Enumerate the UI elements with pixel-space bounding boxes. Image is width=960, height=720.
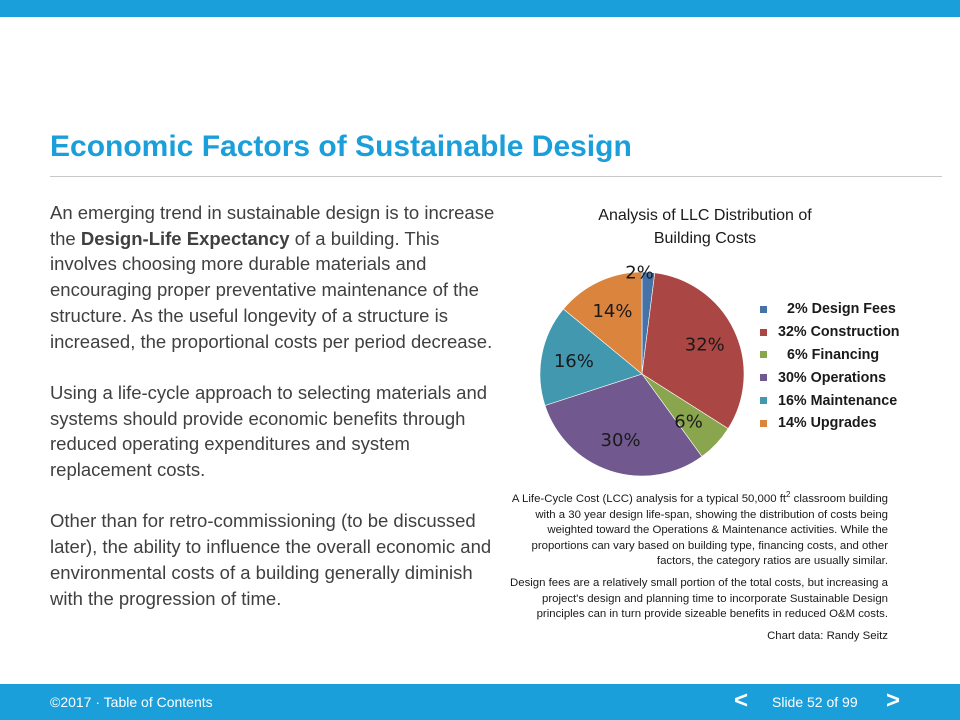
pie-slice-maintenance xyxy=(539,308,643,406)
legend-swatch xyxy=(760,351,767,359)
top-accent-bar xyxy=(0,0,960,17)
legend-item-maintenance: 16% Maintenance xyxy=(760,389,900,412)
legend-label: 2% Design Fees xyxy=(787,301,896,318)
paragraph-2: Using a life-cycle approach to selecting… xyxy=(50,381,488,481)
caption-text-rest: classroom building with a 30 year design… xyxy=(531,493,889,568)
pie-slice-upgrades xyxy=(562,271,643,375)
legend-item-operations: 30% Operations xyxy=(760,366,900,389)
legend-label: 14% Upgrades xyxy=(778,415,877,432)
footer-separator: · xyxy=(91,694,104,710)
data-label-upgrades: 14% xyxy=(592,301,632,322)
legend-swatch xyxy=(760,419,767,427)
chart-title: Analysis of LLC Distribution of Building… xyxy=(560,204,850,250)
data-label-operations: 30% xyxy=(601,430,641,451)
footer-left: ©2017 · Table of Contents xyxy=(50,694,213,710)
pie-slice-operations xyxy=(544,373,703,477)
data-label-construction: 32% xyxy=(685,334,725,355)
chart-title-line-2: Building Costs xyxy=(653,230,757,247)
legend-item-upgrades: 14% Upgrades xyxy=(760,412,900,435)
legend-label: 30% Operations xyxy=(778,369,887,386)
data-label-maintenance: 16% xyxy=(554,351,594,372)
paragraph-3: Other than for retro-commissioning (to b… xyxy=(50,510,492,609)
paragraph-1-intro: An emerging trend in sustainable design … xyxy=(50,202,495,249)
caption-paragraph-2: Design fees are a relatively small porti… xyxy=(510,576,888,621)
legend-item-design-fees: 2% Design Fees xyxy=(760,298,900,321)
caption-paragraph-1: A Life-Cycle Cost (LCC) analysis for a t… xyxy=(508,490,889,570)
legend-label: 16% Maintenance xyxy=(778,392,898,409)
data-label-design-fees: 2% xyxy=(625,262,654,283)
data-label-financing: 6% xyxy=(674,411,703,432)
slide-counter: Slide 52 of 99 xyxy=(772,694,858,710)
chart-title-line-1: Analysis of LLC Distribution of xyxy=(598,207,812,224)
next-slide-icon[interactable]: > xyxy=(886,687,901,714)
chart-caption: A Life-Cycle Cost (LCC) analysis for a t… xyxy=(508,490,889,650)
legend-item-financing: 6% Financing xyxy=(760,344,900,367)
legend-label: 32% Construction xyxy=(778,324,900,341)
chart-credit: Chart data: Randy Seitz xyxy=(767,629,888,642)
slide-title: Economic Factors of Sustainable Design xyxy=(50,130,632,163)
legend-swatch xyxy=(760,374,767,382)
legend-swatch xyxy=(760,397,767,405)
previous-slide-icon[interactable]: < xyxy=(734,687,749,714)
caption-text: A Life-Cycle Cost (LCC) analysis for a t… xyxy=(511,493,787,505)
legend-swatch xyxy=(760,328,767,336)
caption-superscript: 2 xyxy=(786,490,791,500)
footer-bar: ©2017 · Table of Contents < Slide 52 of … xyxy=(0,684,960,720)
chart-legend: 2% Design Fees 32% Construction 6% Financi… xyxy=(760,298,900,435)
pie-chart: 2% 32% 6% 30% 16% 14% xyxy=(539,262,745,477)
table-of-contents-link[interactable]: Table of Contents xyxy=(103,694,213,710)
paragraph-1-rest: of a building. This involves choosing mo… xyxy=(50,227,493,352)
pie-slice-construction xyxy=(641,272,745,430)
title-divider xyxy=(50,176,942,177)
body-text: An emerging trend in sustainable design … xyxy=(50,200,495,611)
legend-item-construction: 32% Construction xyxy=(760,321,900,344)
design-life-expectancy-term: Design-Life Expectancy xyxy=(80,227,290,249)
legend-swatch xyxy=(760,305,767,313)
legend-label: 6% Financing xyxy=(787,346,880,363)
paragraph-1: An emerging trend in sustainable design … xyxy=(50,200,495,354)
copyright-text: ©2017 xyxy=(50,694,92,710)
